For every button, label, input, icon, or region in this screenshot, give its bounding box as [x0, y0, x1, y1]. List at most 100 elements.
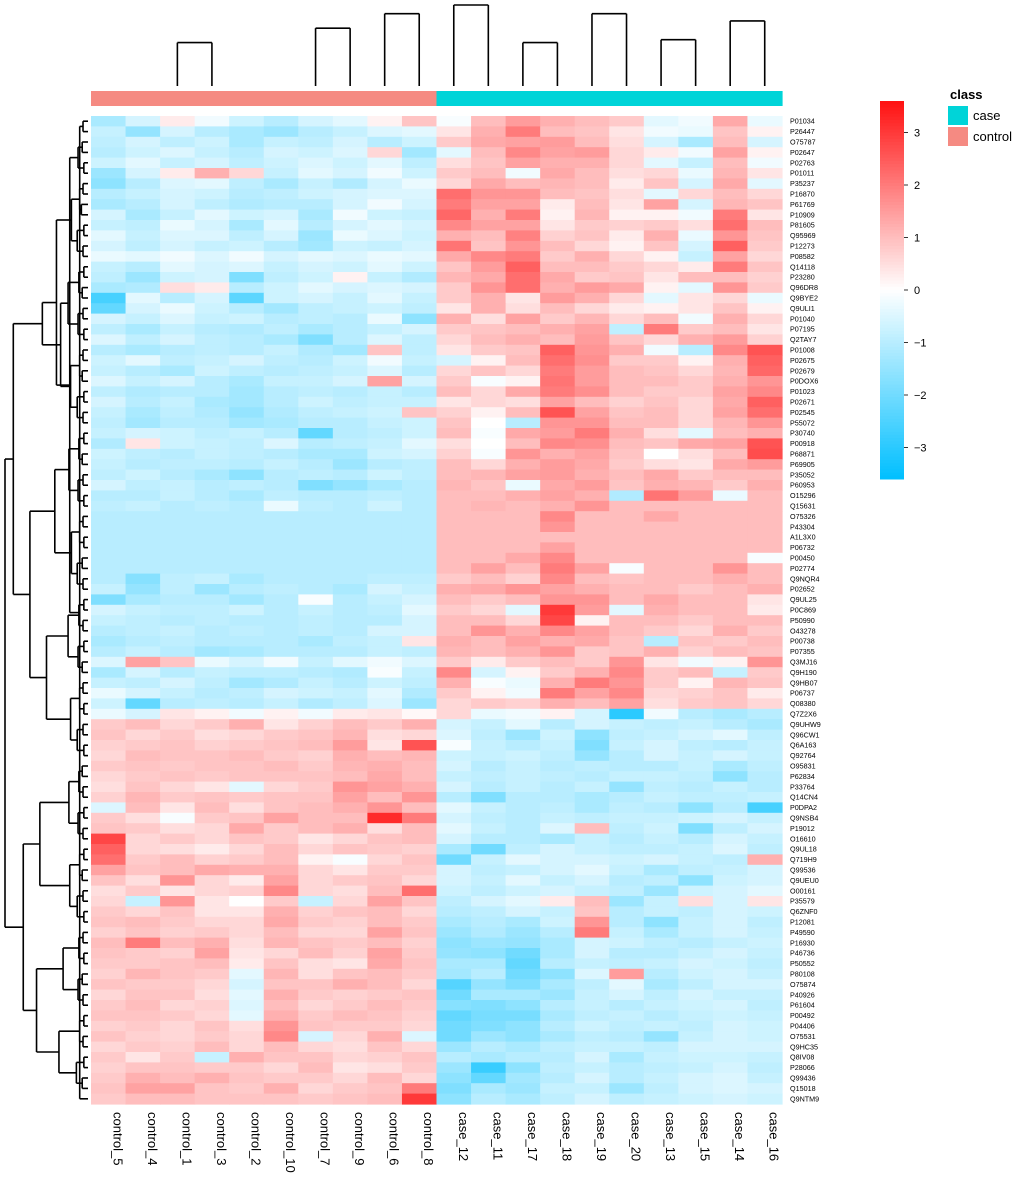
heatmap-cell [436, 230, 472, 242]
heatmap-cell [712, 802, 749, 814]
heatmap-cell [263, 781, 299, 793]
heatmap-cell [747, 1031, 783, 1043]
colorbar-step [880, 173, 904, 178]
heatmap-cell [436, 1062, 472, 1074]
heatmap-cell [367, 1010, 403, 1022]
column-label: case_19 [594, 1112, 609, 1161]
heatmap-cell [609, 240, 645, 252]
heatmap-cell [194, 334, 230, 346]
heatmap-cell [332, 428, 368, 439]
heatmap-cell [160, 376, 196, 387]
colorbar-step [880, 154, 904, 159]
heatmap-cell [747, 573, 783, 585]
heatmap-cell [91, 303, 127, 315]
heatmap-cell [436, 532, 472, 543]
heatmap-cell [229, 667, 265, 679]
heatmap-cell [609, 927, 645, 939]
heatmap-cell [125, 438, 161, 450]
heatmap-cell [540, 136, 576, 148]
heatmap-cell [678, 396, 714, 408]
heatmap-cell [194, 521, 230, 533]
heatmap-cell [436, 740, 472, 751]
heatmap-cell [160, 490, 196, 502]
colorbar-step [880, 141, 904, 146]
heatmap-cell [747, 948, 783, 959]
heatmap-cell [436, 365, 472, 377]
heatmap-cell [471, 1041, 507, 1053]
row-label: P00450 [790, 554, 815, 563]
heatmap-cell [401, 334, 438, 346]
heatmap-cell [712, 1010, 749, 1022]
heatmap-cell [263, 1010, 299, 1022]
heatmap-cell [298, 292, 334, 304]
heatmap-cell [643, 864, 679, 876]
heatmap-cell [505, 178, 541, 190]
colorbar-step [880, 239, 904, 244]
heatmap-cell [678, 469, 714, 481]
heatmap-cell [436, 376, 472, 387]
heatmap-cell [678, 438, 714, 450]
heatmap-cell [678, 781, 714, 793]
heatmap-cell [125, 771, 161, 783]
heatmap-cell [298, 708, 334, 720]
heatmap-cell [160, 1052, 196, 1063]
heatmap-cell [367, 168, 403, 179]
heatmap-cell [436, 542, 472, 554]
heatmap-cell [194, 1093, 230, 1105]
heatmap-cell [643, 1072, 679, 1084]
heatmap-cell [574, 490, 610, 502]
column-label: case_16 [767, 1112, 782, 1161]
heatmap-cell [194, 812, 230, 824]
heatmap-cell [125, 126, 161, 138]
heatmap-cell [712, 209, 749, 221]
heatmap-cell [712, 615, 749, 627]
row-label: P61769 [790, 200, 815, 209]
heatmap-cell [712, 812, 749, 824]
heatmap-cell [540, 708, 576, 720]
heatmap-cell [401, 469, 438, 481]
heatmap-cell [125, 625, 161, 637]
heatmap-cell [712, 781, 749, 793]
heatmap-cell [160, 771, 196, 783]
heatmap-cell [436, 1031, 472, 1043]
heatmap-cell [505, 334, 541, 346]
heatmap-cell [712, 313, 749, 325]
heatmap-cell [609, 376, 645, 387]
heatmap-cell [160, 667, 196, 679]
heatmap-cell [125, 750, 161, 762]
heatmap-cell [574, 937, 610, 949]
column-label: case_15 [698, 1112, 713, 1161]
heatmap-cell [609, 157, 645, 169]
heatmap-cell [125, 896, 161, 907]
heatmap-cell [540, 168, 576, 179]
heatmap-cell [401, 1000, 438, 1011]
heatmap-cell [471, 209, 507, 221]
heatmap-cell [367, 792, 403, 803]
heatmap-cell [263, 240, 299, 252]
heatmap-cell [678, 1020, 714, 1032]
row-label: P33764 [790, 782, 815, 791]
heatmap-cell [229, 126, 265, 138]
heatmap-cell [91, 636, 127, 647]
heatmap-cell [125, 376, 161, 387]
heatmap-cell [298, 1031, 334, 1043]
heatmap-cell [298, 906, 334, 918]
colorbar-step [880, 271, 904, 275]
heatmap-cell [91, 251, 127, 263]
class-annotation-cell [643, 91, 679, 106]
heatmap-cell [401, 532, 438, 543]
heatmap-cell [505, 771, 541, 783]
heatmap-cell [125, 1083, 161, 1095]
heatmap-cell [436, 511, 472, 523]
heatmap-cell [747, 1000, 783, 1011]
heatmap-cell [401, 448, 438, 460]
heatmap-cell [194, 802, 230, 814]
heatmap-cell [678, 313, 714, 325]
heatmap-cell [540, 875, 576, 887]
heatmap-cell [747, 833, 783, 845]
heatmap-cell [574, 1031, 610, 1043]
legend-label: case [973, 108, 1000, 123]
heatmap-cell [367, 750, 403, 762]
heatmap-cell [609, 532, 645, 543]
heatmap-cell [678, 157, 714, 169]
